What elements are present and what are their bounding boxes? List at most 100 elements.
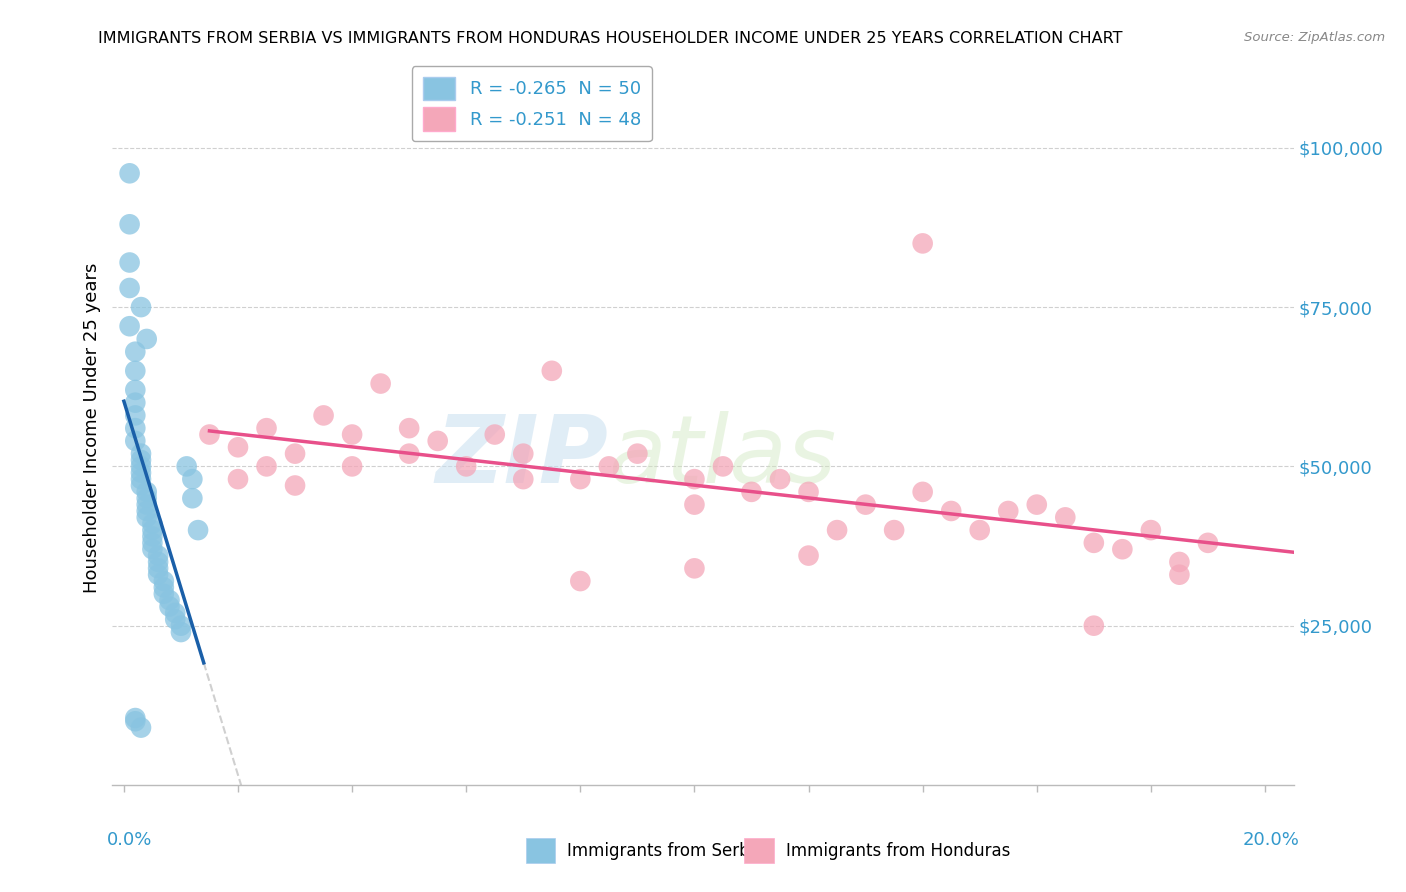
- Point: [135, 510, 157, 524]
- Point: [118, 255, 141, 269]
- Point: [129, 472, 152, 486]
- Point: [159, 599, 181, 614]
- Point: [512, 447, 534, 461]
- Point: [135, 484, 157, 499]
- Point: [187, 523, 209, 537]
- Point: [124, 344, 146, 359]
- Point: [141, 516, 163, 531]
- Point: [398, 421, 420, 435]
- Point: [683, 472, 706, 486]
- Point: [118, 281, 141, 295]
- Point: [797, 484, 820, 499]
- Point: [797, 549, 820, 563]
- Point: [911, 236, 934, 251]
- Point: [141, 523, 163, 537]
- Point: [124, 364, 146, 378]
- Point: [512, 472, 534, 486]
- Point: [1025, 498, 1047, 512]
- Point: [165, 606, 187, 620]
- Text: Source: ZipAtlas.com: Source: ZipAtlas.com: [1244, 31, 1385, 45]
- Point: [165, 612, 187, 626]
- Point: [1083, 536, 1105, 550]
- Y-axis label: Householder Income Under 25 years: Householder Income Under 25 years: [83, 263, 101, 593]
- FancyBboxPatch shape: [744, 838, 773, 863]
- Point: [153, 574, 176, 588]
- Point: [124, 711, 146, 725]
- Point: [129, 447, 152, 461]
- Point: [540, 364, 562, 378]
- Point: [181, 491, 204, 506]
- Point: [146, 549, 169, 563]
- Point: [226, 472, 249, 486]
- Point: [146, 555, 169, 569]
- Point: [124, 395, 146, 409]
- Point: [198, 427, 221, 442]
- Point: [340, 459, 363, 474]
- Text: Immigrants from Serbia: Immigrants from Serbia: [567, 842, 765, 860]
- Point: [124, 421, 146, 435]
- Point: [146, 561, 169, 575]
- Point: [1054, 510, 1077, 524]
- Point: [256, 459, 278, 474]
- Point: [1140, 523, 1163, 537]
- Point: [141, 536, 163, 550]
- Text: ZIP: ZIP: [436, 410, 609, 503]
- Point: [129, 466, 152, 480]
- Point: [129, 453, 152, 467]
- Point: [284, 478, 307, 492]
- Point: [170, 618, 193, 632]
- Point: [135, 504, 157, 518]
- Point: [969, 523, 991, 537]
- Point: [129, 478, 152, 492]
- Point: [181, 472, 204, 486]
- Point: [1111, 542, 1133, 557]
- Point: [711, 459, 734, 474]
- Point: [153, 581, 176, 595]
- Point: [170, 625, 193, 640]
- Point: [129, 721, 152, 735]
- Point: [256, 421, 278, 435]
- Point: [135, 332, 157, 346]
- Point: [997, 504, 1019, 518]
- Point: [1197, 536, 1219, 550]
- Point: [226, 440, 249, 454]
- Point: [569, 472, 592, 486]
- Text: Immigrants from Honduras: Immigrants from Honduras: [786, 842, 1010, 860]
- Point: [426, 434, 449, 448]
- Point: [1168, 555, 1191, 569]
- Point: [740, 484, 762, 499]
- Point: [883, 523, 905, 537]
- Legend: R = -0.265  N = 50, R = -0.251  N = 48: R = -0.265 N = 50, R = -0.251 N = 48: [412, 66, 651, 142]
- Point: [456, 459, 478, 474]
- Point: [118, 217, 141, 231]
- Point: [135, 498, 157, 512]
- Point: [941, 504, 963, 518]
- Point: [569, 574, 592, 588]
- Point: [159, 593, 181, 607]
- Point: [484, 427, 506, 442]
- FancyBboxPatch shape: [526, 838, 555, 863]
- Point: [370, 376, 392, 391]
- Point: [141, 542, 163, 557]
- Point: [124, 714, 146, 729]
- Text: atlas: atlas: [609, 411, 837, 502]
- Point: [769, 472, 792, 486]
- Point: [911, 484, 934, 499]
- Point: [146, 567, 169, 582]
- Point: [855, 498, 877, 512]
- Text: IMMIGRANTS FROM SERBIA VS IMMIGRANTS FROM HONDURAS HOUSEHOLDER INCOME UNDER 25 Y: IMMIGRANTS FROM SERBIA VS IMMIGRANTS FRO…: [98, 31, 1123, 46]
- Point: [118, 319, 141, 334]
- Point: [118, 166, 141, 180]
- Point: [825, 523, 848, 537]
- Point: [141, 529, 163, 543]
- Point: [683, 498, 706, 512]
- Point: [124, 434, 146, 448]
- Point: [598, 459, 620, 474]
- Point: [129, 300, 152, 314]
- Text: 20.0%: 20.0%: [1243, 831, 1299, 849]
- Text: 0.0%: 0.0%: [107, 831, 152, 849]
- Point: [284, 447, 307, 461]
- Point: [129, 459, 152, 474]
- Point: [1083, 618, 1105, 632]
- Point: [1168, 567, 1191, 582]
